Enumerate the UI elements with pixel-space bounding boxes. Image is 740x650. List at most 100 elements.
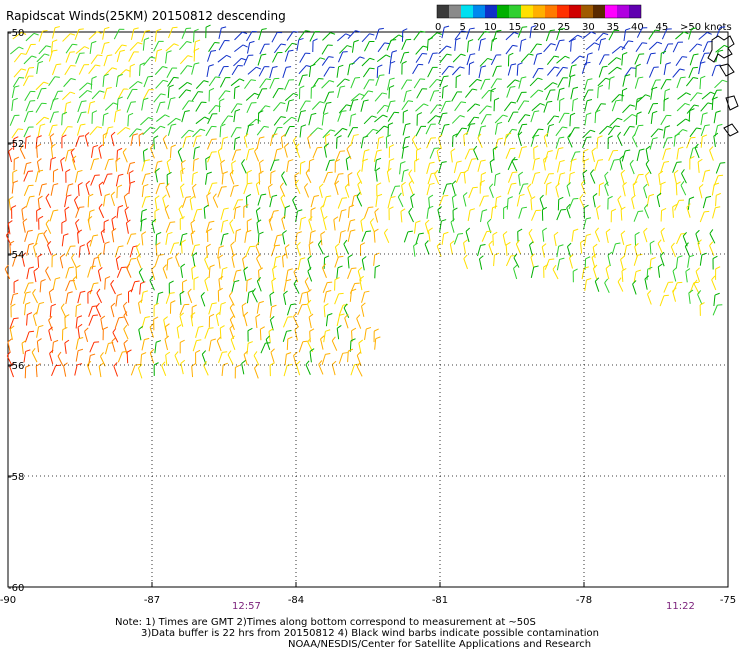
wind-barb (570, 86, 579, 100)
wind-barb (258, 159, 264, 174)
wind-barb (489, 158, 495, 173)
wind-barb (388, 85, 395, 99)
wind-barb (364, 206, 374, 219)
wind-barb (338, 209, 347, 222)
wind-barb (347, 62, 355, 76)
wind-barb (50, 39, 58, 53)
wind-barb (26, 242, 34, 256)
wind-barb (110, 302, 116, 318)
wind-barb (128, 170, 134, 185)
wind-barb (481, 230, 492, 242)
wind-barb (72, 155, 77, 171)
wind-barb (299, 291, 308, 305)
wind-barb (632, 181, 638, 196)
wind-barb (672, 161, 682, 173)
wind-barb (478, 65, 487, 79)
wind-barb (518, 171, 524, 186)
wind-barb (685, 268, 691, 283)
wind-barb (545, 89, 556, 101)
wind-barb (152, 125, 166, 135)
wind-barb (192, 252, 198, 267)
wind-barb (387, 158, 395, 172)
wind-barb (693, 279, 700, 294)
wind-barb (597, 84, 604, 99)
wind-barb (231, 160, 237, 175)
wind-barb (699, 302, 705, 316)
wind-barb (374, 264, 381, 279)
wind-barb (269, 77, 280, 89)
wind-barb (155, 182, 165, 195)
wind-barb (127, 112, 134, 127)
wind-barb (195, 80, 209, 89)
wind-barb (373, 149, 382, 162)
wind-barb (75, 337, 84, 350)
wind-barb (473, 145, 479, 161)
wind-barb (244, 229, 252, 243)
wind-barb (192, 157, 199, 172)
wind-barb (323, 66, 335, 77)
wind-barb (439, 53, 452, 64)
time-label-left: 12:57 (232, 601, 261, 612)
wind-barb (629, 159, 635, 175)
wind-barb (336, 313, 345, 327)
wind-barb (490, 54, 502, 66)
wind-barb (167, 117, 181, 126)
wind-barb (26, 266, 34, 280)
wind-barb (463, 169, 469, 184)
wind-barb (543, 156, 548, 171)
wind-barb (246, 40, 255, 54)
wind-barb (76, 123, 86, 136)
legend-swatch (545, 5, 557, 18)
wind-barb (594, 159, 604, 172)
wind-barb (688, 66, 698, 79)
wind-barb (636, 148, 645, 162)
wind-barb (89, 341, 100, 353)
wind-barb (410, 193, 415, 208)
wind-barb (51, 364, 61, 377)
wind-barb (633, 253, 643, 266)
wind-barb (87, 265, 96, 278)
wind-barb (413, 242, 418, 257)
wind-barb (178, 81, 193, 90)
wind-barb (518, 114, 531, 124)
wind-barb (77, 290, 86, 304)
wind-barb (386, 168, 392, 183)
wind-barb (543, 100, 553, 113)
wind-barb (78, 64, 90, 75)
wind-barb (505, 31, 519, 41)
wind-barb (205, 171, 212, 185)
wind-barb (167, 97, 176, 110)
wind-barb (98, 144, 103, 159)
wind-barb (675, 181, 681, 196)
wind-barb (128, 180, 136, 195)
wind-barb (663, 97, 669, 112)
legend-label: 20 (533, 22, 546, 33)
wind-barb (480, 172, 487, 186)
wind-barb (387, 122, 394, 136)
wind-barb (608, 149, 619, 161)
wind-barb (36, 87, 47, 100)
wind-barb (45, 219, 52, 234)
wind-barb (648, 29, 660, 40)
wind-barb (257, 105, 271, 115)
wind-barb (153, 93, 166, 103)
wind-barb (155, 79, 168, 89)
wind-barb (411, 135, 418, 150)
wind-barb (309, 230, 316, 244)
wind-barb (439, 219, 447, 233)
wind-barb (323, 255, 330, 269)
wind-barb (295, 360, 301, 376)
wind-barb (116, 49, 125, 63)
wind-barb (490, 78, 502, 89)
wind-barb (269, 315, 275, 331)
wind-barb (532, 67, 544, 79)
wind-barb (388, 206, 394, 221)
wind-barb (439, 75, 449, 88)
wind-barb (604, 278, 610, 293)
wind-barb (702, 169, 711, 183)
wind-barb (494, 172, 501, 186)
wind-barb (25, 43, 36, 55)
wind-barb (494, 137, 504, 150)
wind-barb (507, 111, 519, 123)
wind-barb (254, 147, 260, 162)
